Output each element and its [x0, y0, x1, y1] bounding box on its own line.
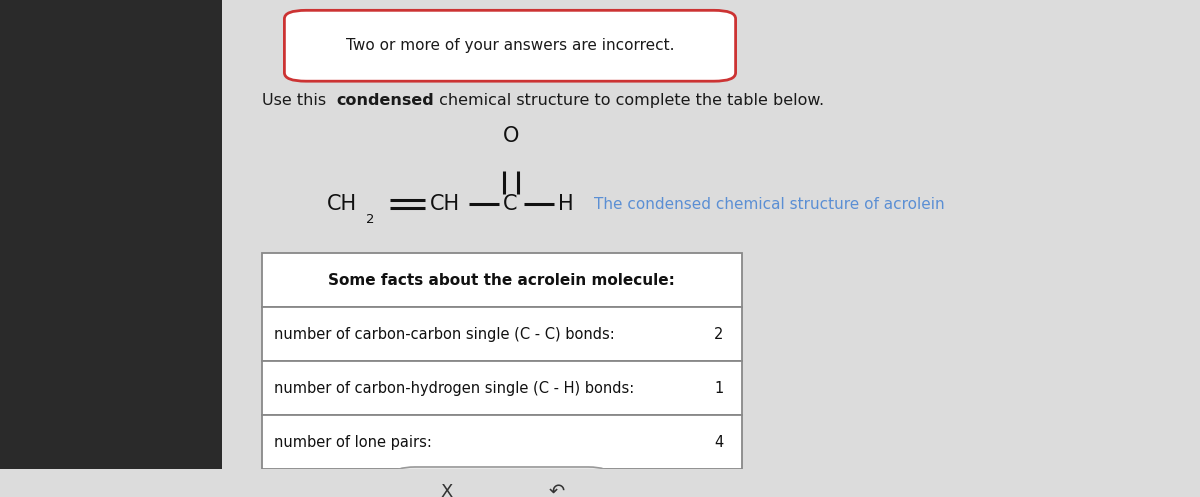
Text: CH: CH [326, 194, 356, 214]
Text: Use this: Use this [262, 93, 331, 108]
FancyBboxPatch shape [284, 10, 736, 81]
FancyBboxPatch shape [394, 467, 610, 497]
FancyBboxPatch shape [262, 361, 742, 415]
FancyBboxPatch shape [262, 253, 742, 308]
FancyBboxPatch shape [0, 0, 222, 469]
Text: 2: 2 [714, 327, 724, 342]
Text: ↶: ↶ [548, 482, 565, 497]
Text: 1: 1 [714, 381, 724, 396]
Text: number of lone pairs:: number of lone pairs: [274, 435, 432, 450]
Text: H: H [558, 194, 574, 214]
Text: 4: 4 [714, 435, 724, 450]
Text: O: O [503, 126, 520, 146]
Text: The condensed chemical structure of acrolein: The condensed chemical structure of acro… [594, 197, 944, 212]
Text: Some facts about the acrolein molecule:: Some facts about the acrolein molecule: [328, 273, 676, 288]
Text: number of carbon-hydrogen single (C - H) bonds:: number of carbon-hydrogen single (C - H)… [274, 381, 634, 396]
Text: 2: 2 [366, 213, 374, 226]
FancyBboxPatch shape [262, 415, 742, 469]
Text: condensed: condensed [336, 93, 433, 108]
Text: Two or more of your answers are incorrect.: Two or more of your answers are incorrec… [346, 38, 674, 53]
Text: X: X [440, 483, 452, 497]
FancyBboxPatch shape [262, 308, 742, 361]
Text: chemical structure to complete the table below.: chemical structure to complete the table… [434, 93, 824, 108]
Text: C: C [503, 194, 517, 214]
Text: number of carbon-carbon single (C - C) bonds:: number of carbon-carbon single (C - C) b… [274, 327, 614, 342]
Text: CH: CH [430, 194, 460, 214]
